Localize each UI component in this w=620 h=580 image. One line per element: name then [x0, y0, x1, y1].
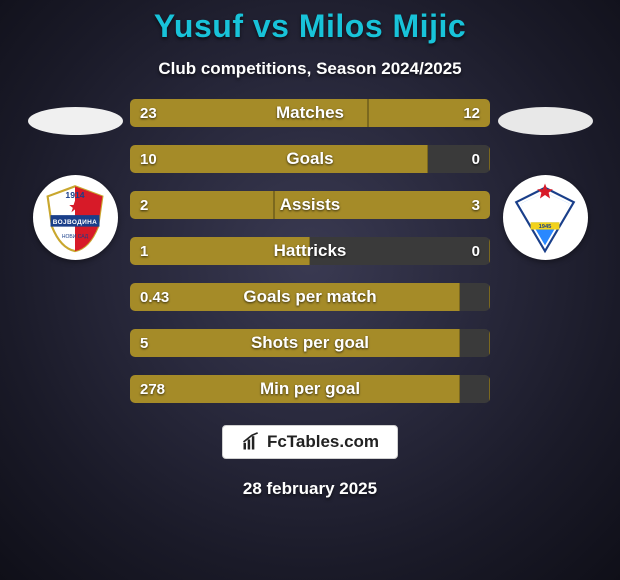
page-title: Yusuf vs Milos Mijic	[154, 8, 466, 45]
comparison-panel: 1914 ВОЈВОДИНА НОВИ САД Matches2312 Goals…	[0, 99, 620, 403]
stat-row: Min per goal278	[130, 375, 490, 403]
crest-right-svg: 1945	[509, 182, 581, 254]
stat-track	[130, 283, 490, 311]
stat-seg-left	[130, 145, 428, 173]
stat-seg-right	[489, 237, 490, 265]
stat-seg-left	[130, 237, 310, 265]
crest-left-name: ВОЈВОДИНА	[53, 218, 97, 225]
stat-row: Assists23	[130, 191, 490, 219]
stat-track	[130, 237, 490, 265]
stat-seg-empty	[428, 145, 489, 173]
player-left-column: 1914 ВОЈВОДИНА НОВИ САД	[20, 99, 130, 260]
player-right-ellipse	[498, 107, 593, 135]
stat-seg-right	[489, 375, 490, 403]
stat-row: Shots per goal5	[130, 329, 490, 357]
stat-row: Hattricks10	[130, 237, 490, 265]
stat-seg-right	[368, 99, 490, 127]
stat-seg-left	[130, 191, 274, 219]
crest-right-year: 1945	[539, 224, 553, 230]
stat-row: Goals per match0.43	[130, 283, 490, 311]
stat-seg-left	[130, 283, 460, 311]
brand-text: FcTables.com	[267, 432, 379, 452]
stat-seg-left	[130, 99, 368, 127]
player-left-crest: 1914 ВОЈВОДИНА НОВИ САД	[33, 175, 118, 260]
player-left-ellipse	[28, 107, 123, 135]
brand-badge: FcTables.com	[222, 425, 398, 459]
svg-text:НОВИ САД: НОВИ САД	[62, 234, 89, 240]
stat-track	[130, 329, 490, 357]
stat-seg-empty	[460, 283, 489, 311]
stat-seg-right	[274, 191, 490, 219]
stat-seg-empty	[310, 237, 490, 265]
crest-left-svg: 1914 ВОЈВОДИНА НОВИ САД	[39, 182, 111, 254]
crest-left-year: 1914	[65, 189, 84, 199]
stat-track	[130, 145, 490, 173]
stat-row: Matches2312	[130, 99, 490, 127]
stat-seg-left	[130, 375, 460, 403]
stat-track	[130, 191, 490, 219]
stat-seg-right	[489, 329, 490, 357]
stat-seg-left	[130, 329, 460, 357]
stat-seg-empty	[460, 329, 489, 357]
player-right-column: 1945	[490, 99, 600, 260]
stat-track	[130, 375, 490, 403]
stat-seg-right	[489, 145, 490, 173]
stat-row: Goals100	[130, 145, 490, 173]
stat-bars: Matches2312 Goals100 Assists23 Hattricks10 G…	[130, 99, 490, 403]
stat-seg-right	[489, 283, 490, 311]
page-date: 28 february 2025	[243, 479, 377, 499]
chart-icon	[241, 432, 261, 452]
stat-track	[130, 99, 490, 127]
stat-seg-empty	[460, 375, 489, 403]
page-subtitle: Club competitions, Season 2024/2025	[158, 59, 461, 79]
player-right-crest: 1945	[503, 175, 588, 260]
